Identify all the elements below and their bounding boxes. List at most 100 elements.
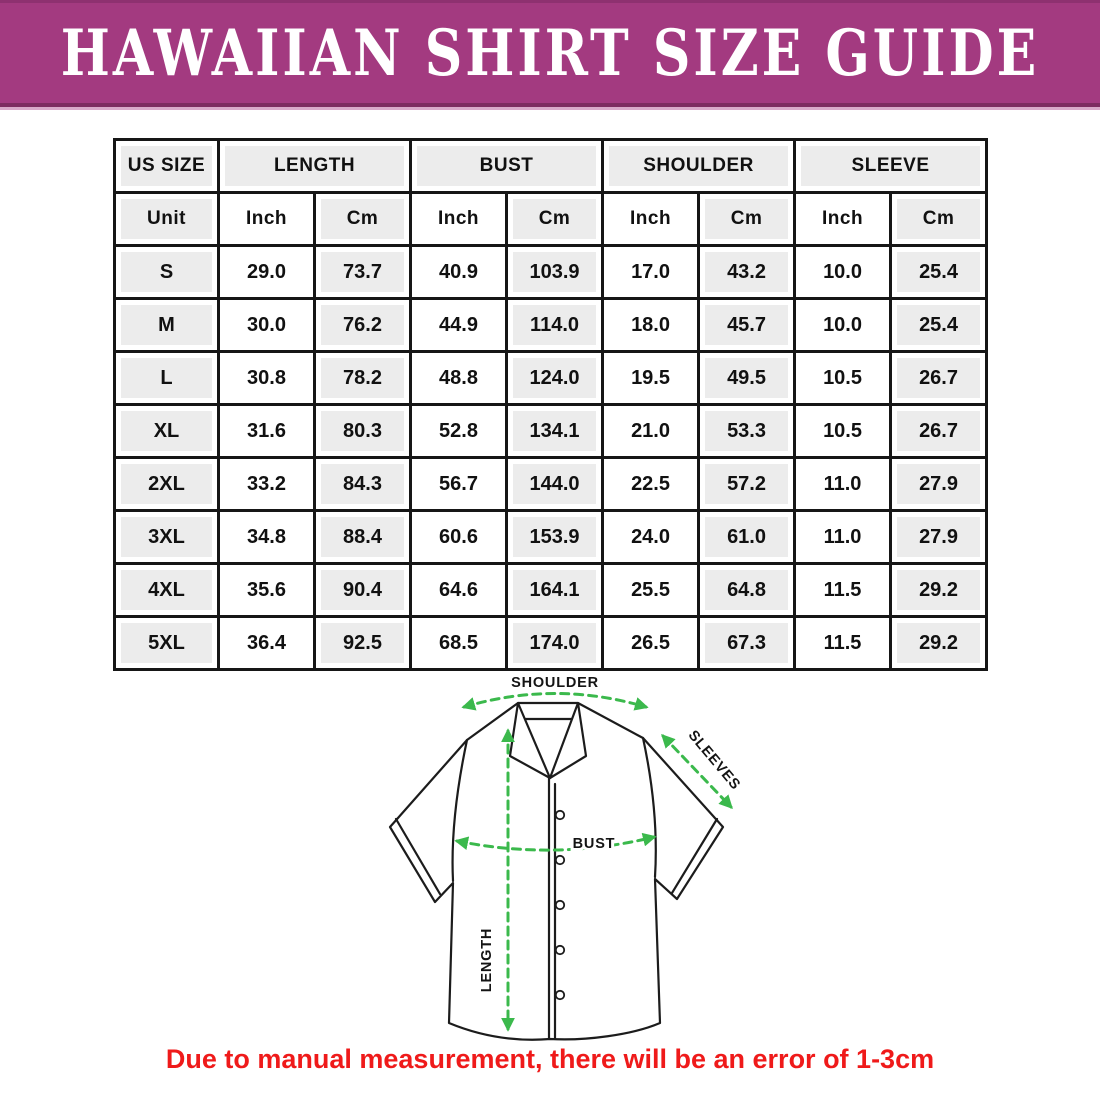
size-value-cell: 17.0 [601,244,701,300]
size-value-cell: 30.0 [217,297,316,353]
size-value-cell: 90.4 [312,562,413,618]
unit-header-cell: Cm [697,191,797,247]
right-lapel [548,701,588,780]
size-value-cell: 24.0 [601,509,701,565]
size-table: US SIZE LENGTH BUST SHOULDER SLEEVE Unit… [113,138,989,671]
size-value-cell: 174.0 [505,615,605,671]
shoulder-arrow [461,692,649,711]
size-value-cell: 10.0 [793,244,893,300]
shirt-body [388,701,725,1041]
col-group-sleeve: SLEEVE [793,138,989,194]
size-value-cell: 26.7 [889,403,989,459]
right-cuff-line [670,817,719,895]
size-value-cell: 11.0 [793,456,893,512]
size-value-cell: 27.9 [889,509,989,565]
size-value-cell: 53.3 [697,403,797,459]
page-title: HAWAIIAN SHIRT SIZE GUIDE [60,15,1040,91]
unit-header-cell: Inch [217,191,316,247]
left-cuff-line [394,817,442,896]
col-group-bust: BUST [409,138,605,194]
shirt-outline [388,701,725,1041]
size-value-cell: 60.6 [409,509,509,565]
size-value-cell: 73.7 [312,244,413,300]
unit-header-cell: Inch [409,191,509,247]
size-value-cell: 44.9 [409,297,509,353]
measurement-note: Due to manual measurement, there will be… [165,1044,935,1074]
size-value-cell: 11.0 [793,509,893,565]
size-value-cell: 153.9 [505,509,605,565]
size-row: M 30.0 76.2 44.9 114.0 18.0 45.7 10.0 25.4 [113,297,989,353]
size-row: S 29.0 73.7 40.9 103.9 17.0 43.2 10.0 25.4 [113,244,989,300]
size-value-cell: 61.0 [697,509,797,565]
size-label-cell: S [113,244,220,300]
size-value-cell: 25.4 [889,297,989,353]
size-label-cell: 3XL [113,509,220,565]
size-value-cell: 78.2 [312,350,413,406]
size-value-cell: 76.2 [312,297,413,353]
measurement-arrows [454,692,733,1032]
button [554,854,566,866]
size-value-cell: 30.8 [217,350,316,406]
size-label-cell: M [113,297,220,353]
size-value-cell: 33.2 [217,456,316,512]
size-row: 5XL 36.4 92.5 68.5 174.0 26.5 67.3 11.5 29.2 [113,615,989,671]
size-value-cell: 31.6 [217,403,316,459]
size-value-cell: 68.5 [409,615,509,671]
size-value-cell: 64.6 [409,562,509,618]
shoulder-label: SHOULDER [511,675,599,691]
unit-header-cell: Cm [312,191,413,247]
size-value-cell: 18.0 [601,297,701,353]
size-value-cell: 11.5 [793,562,893,618]
size-value-cell: 92.5 [312,615,413,671]
size-value-cell: 29.2 [889,562,989,618]
size-value-cell: 35.6 [217,562,316,618]
size-row: L 30.8 78.2 48.8 124.0 19.5 49.5 10.5 26.7 [113,350,989,406]
size-label-cell: 4XL [113,562,220,618]
size-value-cell: 19.5 [601,350,701,406]
size-value-cell: 25.4 [889,244,989,300]
size-label-cell: XL [113,403,220,459]
bust-label: BUST [573,836,616,852]
size-value-cell: 49.5 [697,350,797,406]
size-value-cell: 29.0 [217,244,316,300]
size-value-cell: 22.5 [601,456,701,512]
size-value-cell: 52.8 [409,403,509,459]
size-value-cell: 26.5 [601,615,701,671]
size-value-cell: 57.2 [697,456,797,512]
size-value-cell: 80.3 [312,403,413,459]
left-armhole-seam [451,738,469,883]
col-group-shoulder: SHOULDER [601,138,797,194]
sleeves-label: SLEEVES [685,728,744,794]
size-value-cell: 103.9 [505,244,605,300]
bust-arrow [454,832,657,852]
size-value-cell: 45.7 [697,297,797,353]
unit-header-cell: Unit [113,191,220,247]
size-value-cell: 40.9 [409,244,509,300]
size-row: XL 31.6 80.3 52.8 134.1 21.0 53.3 10.5 26.7 [113,403,989,459]
sleeves-arrow [661,734,733,809]
size-value-cell: 164.1 [505,562,605,618]
size-value-cell: 34.8 [217,509,316,565]
size-value-cell: 124.0 [505,350,605,406]
size-value-cell: 144.0 [505,456,605,512]
button [554,809,566,821]
length-label: LENGTH [479,928,495,992]
button [554,899,566,911]
size-value-cell: 134.1 [505,403,605,459]
size-value-cell: 43.2 [697,244,797,300]
size-value-cell: 29.2 [889,615,989,671]
size-value-cell: 26.7 [889,350,989,406]
size-value-cell: 114.0 [505,297,605,353]
size-value-cell: 10.5 [793,403,893,459]
col-group-us-size: US SIZE [113,138,220,194]
size-row: 2XL 33.2 84.3 56.7 144.0 22.5 57.2 11.0 27.9 [113,456,989,512]
size-value-cell: 10.5 [793,350,893,406]
title-banner: HAWAIIAN SHIRT SIZE GUIDE [0,0,1100,103]
size-value-cell: 10.0 [793,297,893,353]
size-value-cell: 48.8 [409,350,509,406]
shirt-measurement-diagram: SHOULDER SLEEVES BUST LENGTH [388,675,744,1041]
buttons [554,809,566,1001]
button [554,989,566,1001]
size-value-cell: 84.3 [312,456,413,512]
button [554,944,566,956]
